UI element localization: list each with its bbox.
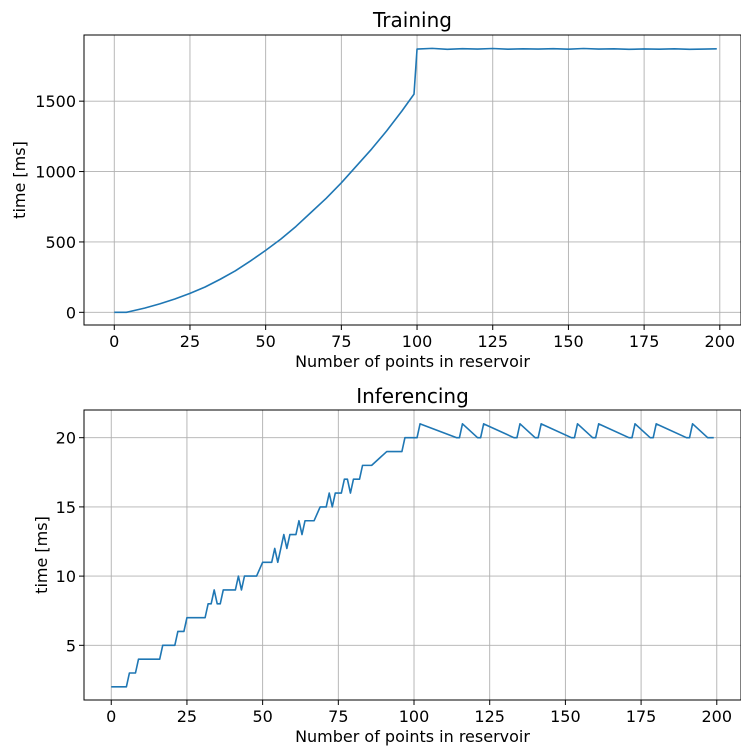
training-x-tick-label: 125 — [477, 332, 508, 351]
inferencing-x-tick-label: 25 — [177, 707, 197, 726]
inferencing-x-tick-label: 50 — [252, 707, 272, 726]
inferencing-x-axis-label: Number of points in reservoir — [295, 727, 530, 746]
inferencing-chart-title: Inferencing — [356, 384, 469, 408]
training-y-tick-label: 500 — [45, 233, 76, 252]
training-y-tick-label: 1000 — [35, 163, 76, 182]
inferencing-x-tick-label: 125 — [474, 707, 505, 726]
inferencing-y-tick-label: 5 — [66, 636, 76, 655]
inferencing-series-line — [111, 423, 714, 688]
inferencing-y-tick-label: 10 — [56, 567, 76, 586]
training-x-tick-label: 25 — [180, 332, 200, 351]
inferencing-y-tick-label: 20 — [56, 429, 76, 448]
training-y-tick-label: 0 — [66, 303, 76, 322]
inferencing-plot-frame — [83, 409, 741, 701]
inferencing-x-tick-label: 200 — [702, 707, 733, 726]
inferencing-panel: 0 25 50 75 100 125 150 175 200 5 10 15 20 Inferencing… — [32, 384, 741, 746]
training-panel: 0 25 50 75 100 125 150 175 200 0 500 1000 1500 Traini… — [10, 8, 741, 371]
training-x-tick-label: 150 — [553, 332, 584, 351]
training-x-tick-label: 75 — [331, 332, 351, 351]
training-x-tick-label: 175 — [629, 332, 660, 351]
training-x-axis-label: Number of points in reservoir — [295, 352, 530, 371]
inferencing-x-tick-label: 150 — [550, 707, 581, 726]
inferencing-y-tick-label: 15 — [56, 498, 76, 517]
inferencing-y-axis-label: time [ms] — [32, 516, 51, 594]
training-x-tick-label: 200 — [705, 332, 736, 351]
inferencing-x-tick-label: 175 — [626, 707, 657, 726]
training-y-axis-label: time [ms] — [10, 141, 29, 219]
training-series-line — [114, 47, 717, 314]
training-chart-title: Training — [372, 8, 452, 32]
training-plot-frame — [83, 34, 741, 326]
inferencing-x-tick-label: 100 — [399, 707, 430, 726]
training-x-tick-label: 0 — [109, 332, 119, 351]
training-x-tick-label: 100 — [402, 332, 433, 351]
training-y-tick-label: 1500 — [35, 92, 76, 111]
inferencing-x-tick-label: 75 — [328, 707, 348, 726]
training-x-tick-label: 50 — [255, 332, 275, 351]
inferencing-x-tick-label: 0 — [106, 707, 116, 726]
